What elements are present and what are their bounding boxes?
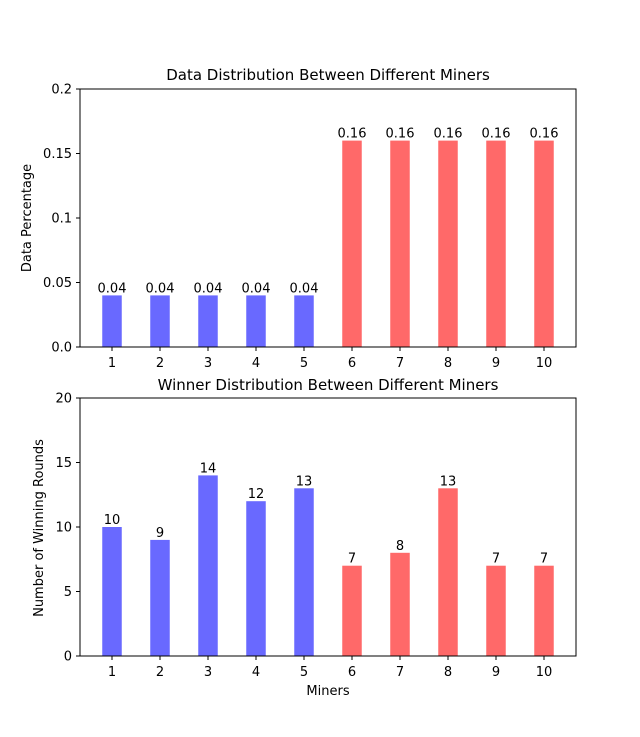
x-tick-label: 2 — [156, 356, 164, 371]
bar-group — [102, 475, 554, 656]
bar-value-label: 0.16 — [482, 127, 511, 142]
x-tick-label: 8 — [444, 665, 452, 680]
y-tick-label: 0 — [64, 650, 72, 665]
x-tick-label: 3 — [204, 665, 212, 680]
bar-8 — [438, 140, 458, 347]
y-tick-label: 10 — [55, 521, 72, 536]
bar-value-label: 0.04 — [242, 281, 271, 296]
x-tick-label: 5 — [300, 665, 308, 680]
x-tick-label: 1 — [108, 665, 116, 680]
x-tick-label: 10 — [536, 665, 553, 680]
bar-value-label: 0.16 — [386, 127, 415, 142]
x-tick-label: 4 — [252, 356, 260, 371]
y-tick-label: 20 — [55, 392, 72, 407]
bar-5 — [294, 488, 314, 656]
bar-1 — [102, 295, 122, 347]
y-tick-group: 0.0 0.05 0.1 0.15 0.2 — [43, 83, 80, 356]
winner-distribution-chart: Winner Distribution Between Different Mi… — [32, 376, 577, 699]
bar-8 — [438, 488, 458, 656]
bar-6 — [342, 565, 362, 656]
bar-label-group: 0.04 0.04 0.04 0.04 0.04 0.16 0.16 0.16 0.16 0.16 — [98, 127, 559, 297]
y-tick-label: 0.2 — [51, 83, 72, 98]
bar-value-label: 7 — [492, 552, 500, 567]
bar-9 — [486, 565, 506, 656]
y-tick-label: 0.15 — [43, 147, 72, 162]
y-tick-label: 0.1 — [51, 212, 72, 227]
bar-10 — [534, 140, 554, 347]
bar-value-label: 0.04 — [146, 281, 175, 296]
x-tick-label: 5 — [300, 356, 308, 371]
bar-value-label: 12 — [248, 487, 265, 502]
bar-value-label: 0.16 — [434, 127, 463, 142]
x-tick-label: 1 — [108, 356, 116, 371]
x-axis-label: Miners — [306, 684, 349, 699]
x-tick-label: 2 — [156, 665, 164, 680]
bar-1 — [102, 527, 122, 656]
bar-value-label: 7 — [348, 552, 356, 567]
bar-4 — [246, 501, 266, 656]
x-tick-label: 7 — [396, 665, 404, 680]
bar-5 — [294, 295, 314, 347]
x-tick-label: 6 — [348, 356, 356, 371]
bar-7 — [390, 552, 410, 656]
bar-3 — [198, 295, 218, 347]
y-tick-group: 0 5 10 15 20 — [55, 392, 80, 665]
bar-value-label: 10 — [104, 513, 121, 528]
bar-7 — [390, 140, 410, 347]
bar-value-label: 13 — [440, 474, 457, 489]
x-tick-label: 7 — [396, 356, 404, 371]
bar-value-label: 0.04 — [194, 281, 223, 296]
bar-value-label: 0.16 — [338, 127, 367, 142]
y-tick-label: 0.05 — [43, 276, 72, 291]
bar-value-label: 9 — [156, 526, 164, 541]
bar-3 — [198, 475, 218, 656]
y-axis-label: Data Percentage — [20, 164, 35, 272]
bar-value-label: 7 — [540, 552, 548, 567]
bar-2 — [150, 295, 170, 347]
x-tick-label: 10 — [536, 356, 553, 371]
bar-4 — [246, 295, 266, 347]
y-tick-label: 0.0 — [51, 341, 72, 356]
x-tick-label: 8 — [444, 356, 452, 371]
x-tick-label: 4 — [252, 665, 260, 680]
y-tick-label: 5 — [64, 585, 72, 600]
plot-frame — [79, 88, 577, 348]
x-tick-group: 1 2 3 4 5 6 7 8 9 10 — [108, 347, 552, 371]
bar-value-label: 0.04 — [290, 281, 319, 296]
x-tick-label: 9 — [492, 665, 500, 680]
bar-10 — [534, 565, 554, 656]
bar-value-label: 8 — [396, 539, 404, 554]
bar-9 — [486, 140, 506, 347]
bar-2 — [150, 539, 170, 656]
bar-6 — [342, 140, 362, 347]
bar-value-label: 0.04 — [98, 281, 127, 296]
x-tick-label: 9 — [492, 356, 500, 371]
x-tick-label: 3 — [204, 356, 212, 371]
chart-title: Data Distribution Between Different Mine… — [166, 66, 490, 84]
bar-value-label: 13 — [296, 474, 313, 489]
x-tick-label: 6 — [348, 665, 356, 680]
y-axis-label: Number of Winning Rounds — [32, 439, 47, 617]
data-distribution-chart: Data Distribution Between Different Mine… — [20, 66, 577, 371]
bar-group — [102, 140, 554, 347]
bar-value-label: 14 — [200, 461, 217, 476]
bar-label-group: 10 9 14 12 13 7 8 13 7 7 — [104, 461, 548, 566]
y-tick-label: 15 — [55, 456, 72, 471]
bar-value-label: 0.16 — [530, 127, 559, 142]
x-tick-group: 1 2 3 4 5 6 7 8 9 10 — [108, 656, 552, 680]
plot-frame — [79, 397, 577, 657]
chart-title: Winner Distribution Between Different Mi… — [158, 376, 499, 394]
